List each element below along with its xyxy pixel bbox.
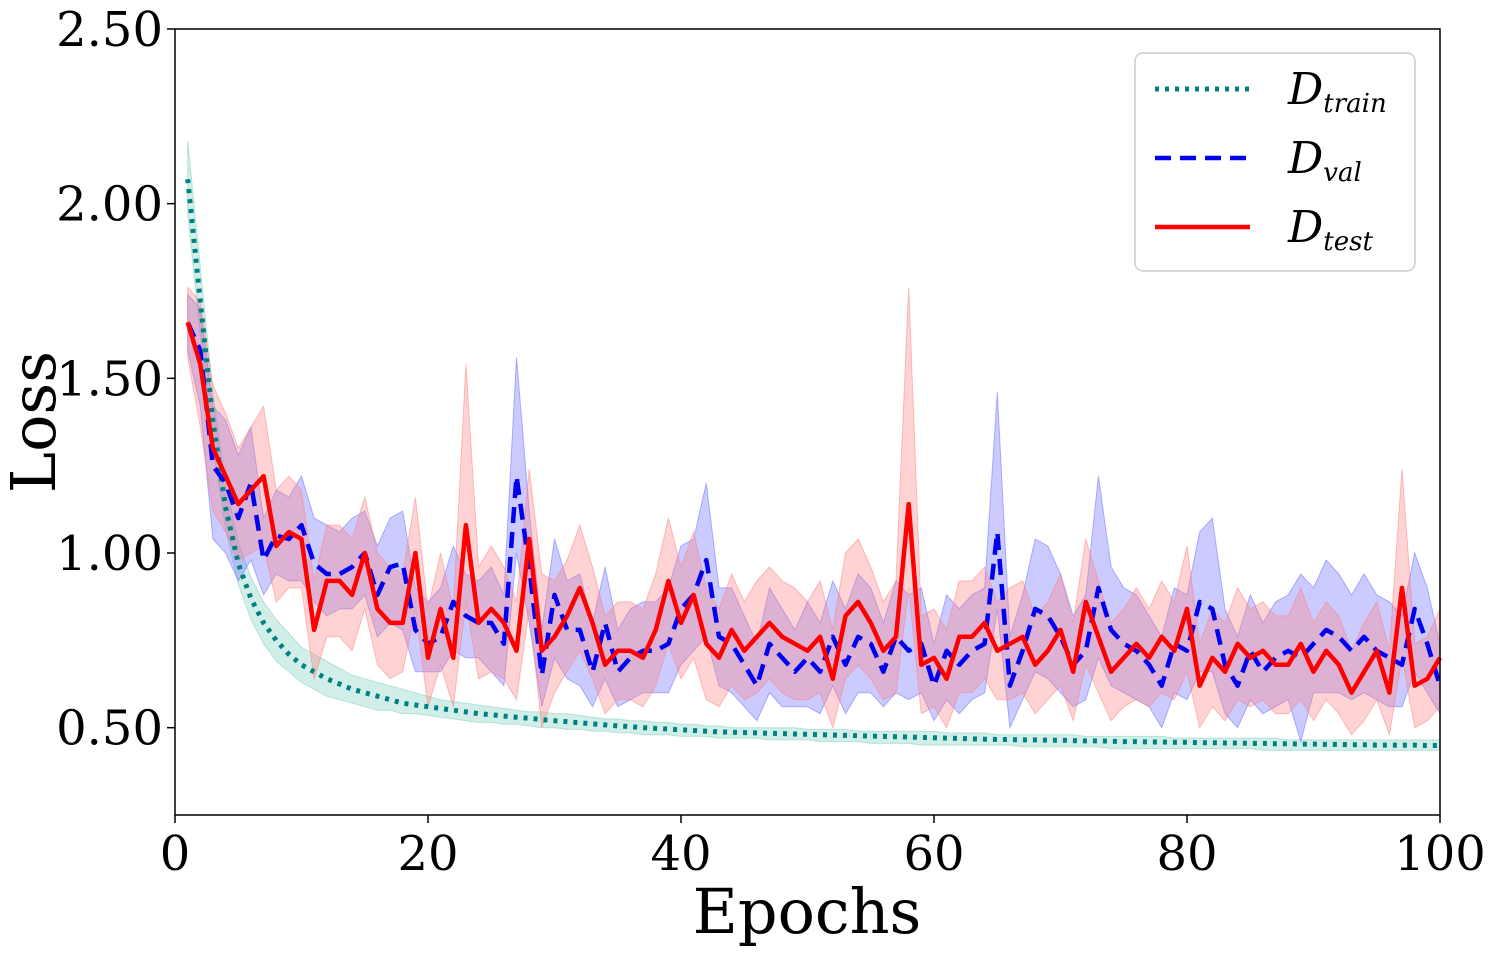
x-tick-label: 60 xyxy=(903,826,964,882)
x-tick-label: 80 xyxy=(1156,826,1217,882)
x-tick-label: 100 xyxy=(1394,826,1486,882)
y-tick-label: 0.50 xyxy=(56,701,163,757)
legend-box xyxy=(1134,52,1416,272)
legend: Dtrain Dval Dtest xyxy=(1134,52,1416,272)
y-tick-label: 2.50 xyxy=(56,2,163,58)
legend-label-train: Dtrain xyxy=(1287,64,1387,119)
plot-frame xyxy=(174,28,1441,816)
line-d-train xyxy=(185,178,1440,748)
y-tick-label: 1.50 xyxy=(56,351,163,407)
legend-label-val: Dval xyxy=(1287,133,1362,188)
y-tick-label: 1.00 xyxy=(56,526,163,582)
y-axis-title: Loss xyxy=(0,351,70,493)
x-tick-label: 0 xyxy=(160,826,191,882)
line-d-val xyxy=(185,321,1443,688)
x-axis-ticks: 0 20 40 60 80 100 xyxy=(160,815,1486,882)
legend-label-test: Dtest xyxy=(1287,202,1373,257)
series-lines xyxy=(185,178,1443,748)
y-tick-label: 2.00 xyxy=(56,177,163,233)
x-tick-label: 40 xyxy=(650,826,711,882)
x-axis-title: Epochs xyxy=(693,875,922,948)
x-tick-label: 20 xyxy=(397,826,458,882)
line-d-test xyxy=(185,321,1442,695)
y-axis-ticks: 0.50 1.00 1.50 2.00 2.50 xyxy=(56,2,175,757)
